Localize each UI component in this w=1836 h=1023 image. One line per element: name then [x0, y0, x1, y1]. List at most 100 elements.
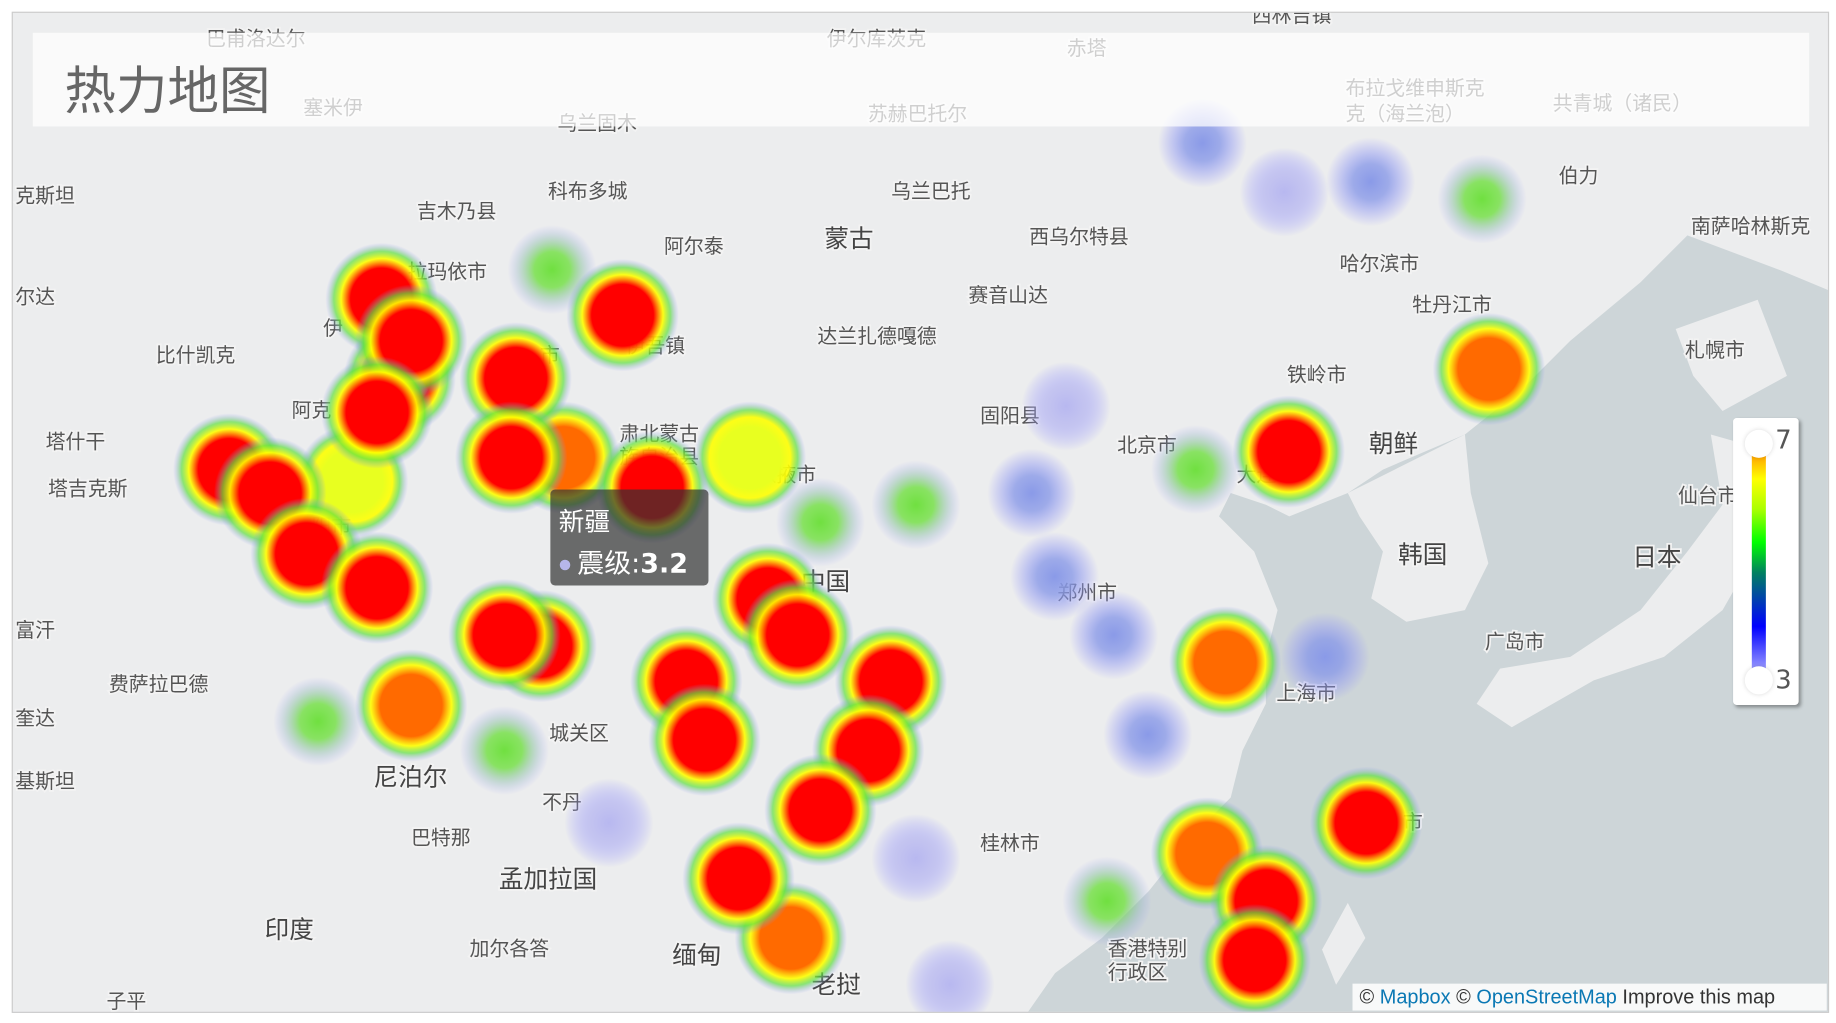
map-label: 子平 [107, 990, 147, 1013]
map-label: 赛音山达 [968, 284, 1048, 307]
copyright-symbol: © [1456, 985, 1471, 1009]
map-label: 伯力 [1559, 165, 1599, 188]
map-label: 蒙古 [824, 224, 873, 253]
heat-point[interactable] [1326, 137, 1416, 227]
map-label: 乌兰巴托 [891, 180, 971, 203]
heat-point[interactable] [871, 813, 961, 903]
map-label: 富汗 [15, 619, 55, 642]
map-label: 尼泊尔 [374, 763, 448, 792]
heat-point[interactable] [320, 531, 434, 645]
heat-point[interactable] [320, 356, 434, 469]
sakhalin-land [1792, 141, 1828, 288]
mapbox-link[interactable]: Mapbox [1379, 985, 1451, 1009]
visual-map-legend[interactable]: 7 3 [1733, 418, 1799, 705]
map-label: 阿尔泰 [664, 235, 724, 258]
heat-point[interactable] [1232, 395, 1346, 508]
heat-point[interactable] [459, 705, 549, 795]
map-label: 塔吉克斯 [48, 477, 128, 500]
map-label: 基斯坦 [15, 770, 75, 793]
heat-point[interactable] [648, 683, 761, 797]
map-frame[interactable]: 巴甫洛达尔伊尔库茨克赤塔西林吉镇塞米伊乌兰固木苏赫巴托尔布拉戈维申斯克克（海兰泡… [11, 11, 1830, 1013]
map-label: 缅甸 [672, 941, 721, 970]
heat-point[interactable] [1198, 904, 1311, 1013]
legend-max-label: 7 [1775, 426, 1792, 456]
map-label: 广岛市 [1485, 631, 1545, 654]
copyright-symbol: © [1359, 985, 1375, 1009]
heat-point[interactable] [1239, 147, 1329, 237]
tooltip: 新疆 震级:3.2 [550, 489, 709, 586]
legend-min-label: 3 [1775, 666, 1792, 696]
heat-point[interactable] [987, 448, 1077, 538]
heat-point[interactable] [764, 753, 877, 867]
bullet-icon [559, 559, 571, 571]
heat-point[interactable] [775, 477, 865, 567]
map-label: 加尔各答 [470, 938, 550, 961]
heat-point[interactable] [1168, 606, 1282, 719]
legend-max-handle[interactable] [1744, 429, 1773, 458]
map-label: 铁岭市 [1287, 364, 1347, 387]
heat-point[interactable] [454, 401, 568, 514]
heat-point[interactable] [459, 322, 572, 435]
map-label: 行政区 [1108, 961, 1168, 984]
map-label: 哈尔滨市 [1340, 253, 1420, 276]
map-label: 牡丹江市 [1412, 293, 1492, 316]
heat-point[interactable] [1309, 766, 1423, 880]
heat-point[interactable] [1437, 154, 1527, 244]
hokkaido-land [1675, 299, 1787, 412]
base-map[interactable]: 巴甫洛达尔伊尔库茨克赤塔西林吉镇塞米伊乌兰固木苏赫巴托尔布拉戈维申斯克克（海兰泡… [12, 12, 1829, 1013]
map-label: 日本 [1632, 543, 1681, 572]
heat-point[interactable] [905, 940, 995, 1013]
heat-point[interactable] [1021, 361, 1111, 451]
tooltip-row: 震级:3.2 [559, 541, 688, 581]
legend-min-handle[interactable] [1744, 666, 1773, 695]
heat-point[interactable] [693, 401, 807, 514]
map-attribution: © Mapbox © OpenStreetMap Improve this ma… [1352, 983, 1827, 1011]
heat-point[interactable] [564, 778, 654, 868]
openstreetmap-link[interactable]: OpenStreetMap [1476, 985, 1617, 1009]
map-label: 尔达 [15, 285, 55, 308]
map-label: 吉木乃县 [417, 200, 497, 223]
map-label: 科布多城 [548, 180, 628, 203]
map-label: 塔什干 [46, 430, 106, 453]
heat-point[interactable] [1062, 856, 1152, 946]
map-label: 奎达 [15, 707, 55, 730]
map-label: 西乌尔特县 [1029, 226, 1128, 249]
heat-point[interactable] [1432, 312, 1546, 426]
map-label: 巴特那 [411, 826, 471, 849]
map-label: 朝鲜 [1369, 429, 1418, 458]
heat-point[interactable] [566, 258, 679, 372]
page-title: 热力地图 [64, 62, 271, 122]
map-label: 孟加拉国 [499, 865, 597, 894]
taiwan-land [1322, 902, 1366, 985]
heatmap-layer [173, 98, 1546, 1013]
heat-point[interactable] [273, 676, 363, 766]
tooltip-label: 震级 [577, 549, 632, 580]
heat-point[interactable] [1069, 590, 1159, 680]
legend-color-bar [1751, 443, 1766, 679]
tooltip-title: 新疆 [558, 508, 611, 538]
heat-point[interactable] [448, 578, 561, 692]
map-label: 印度 [265, 915, 314, 944]
heat-point[interactable] [1010, 532, 1100, 622]
map-label: 桂林市 [980, 832, 1040, 855]
heat-point[interactable] [1280, 612, 1370, 702]
heat-point[interactable] [1103, 690, 1193, 780]
map-label: 韩国 [1398, 540, 1447, 569]
map-label: 达兰扎德嘎德 [817, 325, 936, 348]
korea-land [1347, 434, 1489, 622]
heat-point[interactable] [354, 649, 468, 762]
map-label: 札幌市 [1685, 339, 1745, 362]
heat-point[interactable] [1151, 425, 1241, 515]
improve-map-link[interactable]: Improve this map [1622, 985, 1776, 1009]
map-label: 城关区 [549, 722, 609, 745]
map-label: 克斯坦 [15, 185, 75, 208]
tooltip-value: 3.2 [640, 549, 688, 580]
title-bar: 热力地图 [32, 32, 1810, 127]
heat-point[interactable] [871, 460, 961, 550]
heat-point[interactable] [741, 578, 854, 692]
map-label: 南萨哈林斯克 [1691, 215, 1810, 238]
heat-point[interactable] [682, 822, 795, 935]
map-label: 仙台市 [1678, 484, 1738, 507]
map-label: 费萨拉巴德 [109, 673, 209, 696]
